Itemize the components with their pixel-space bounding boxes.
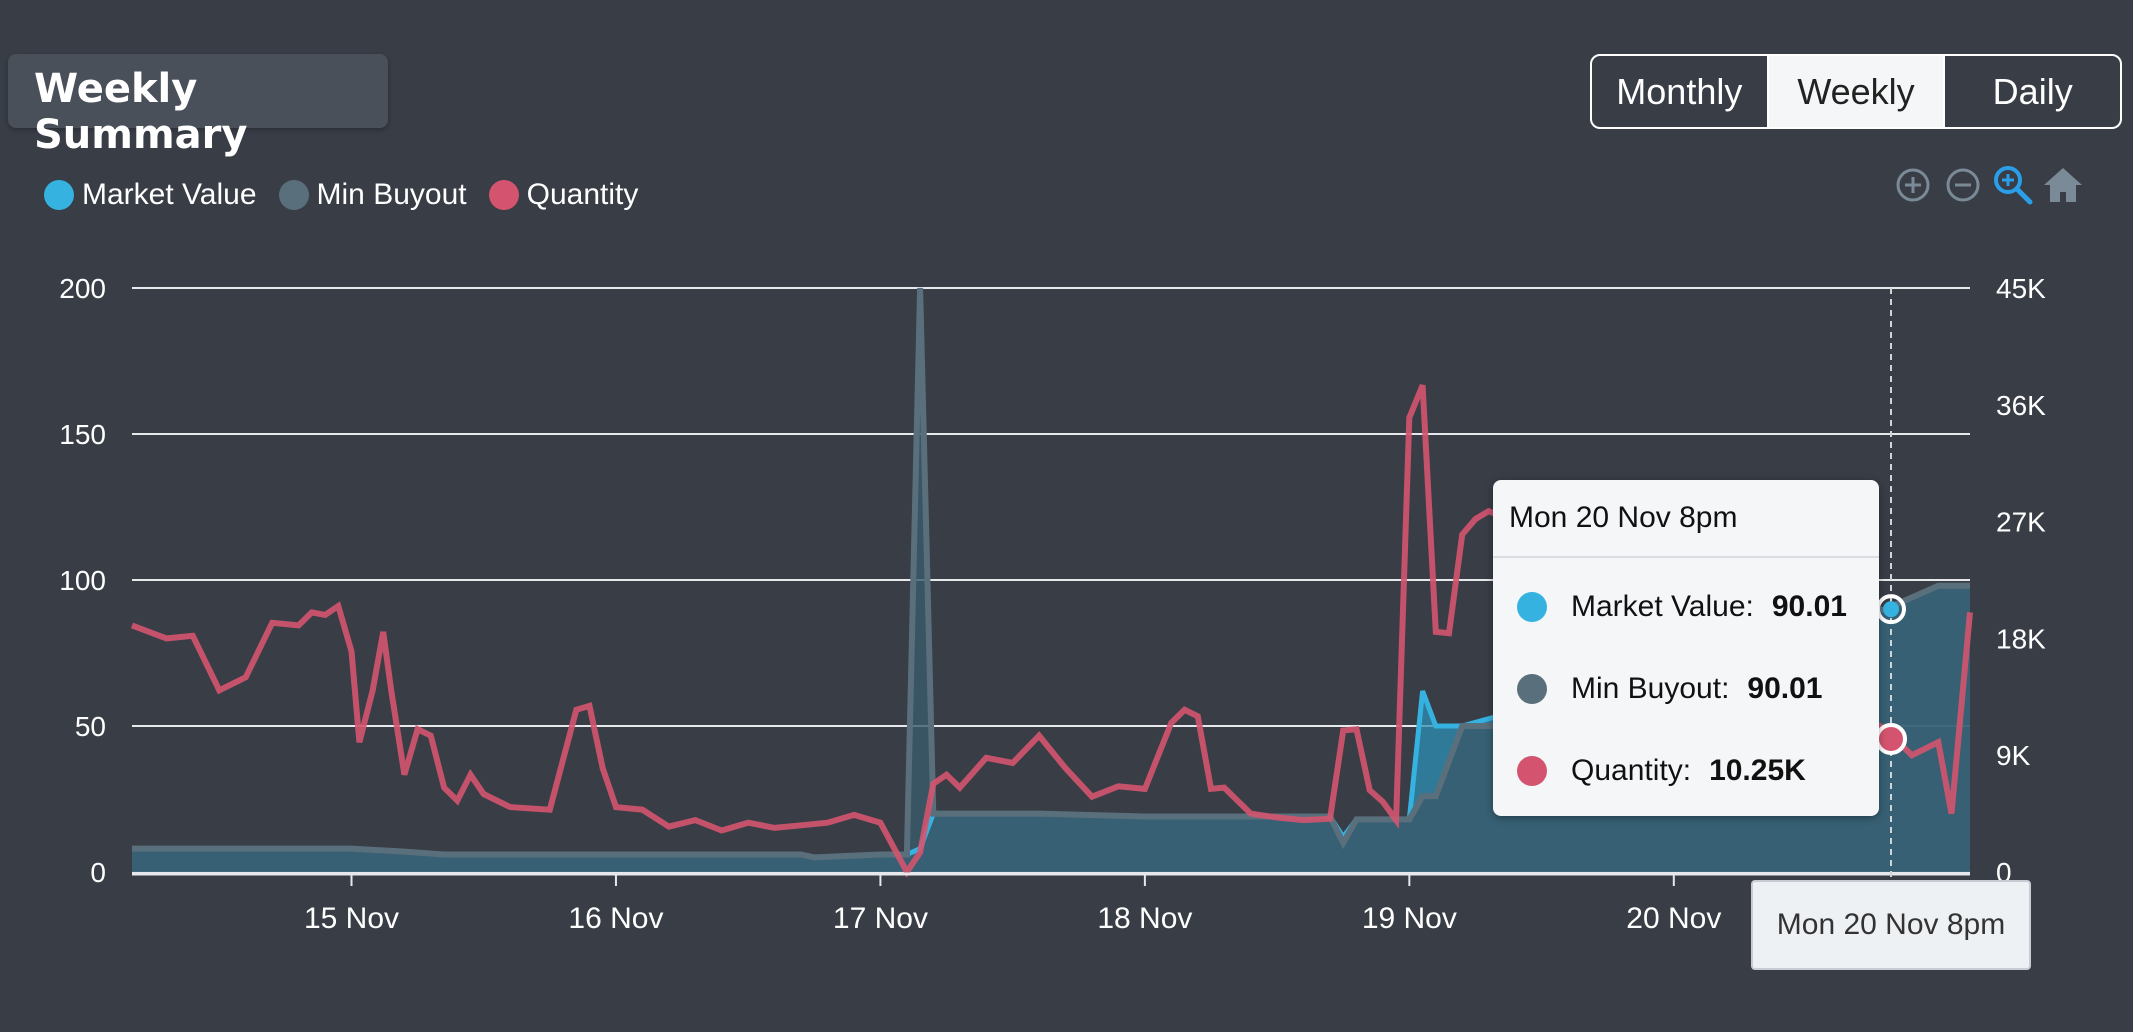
zoom-toolbar <box>1888 162 2088 208</box>
series-quantity-line <box>130 384 1973 878</box>
tooltip-row-quantity: Quantity: 10.25K <box>1493 730 1879 812</box>
legend-label-min-buyout: Min Buyout <box>316 178 467 211</box>
x-tick-label: 20 Nov <box>1626 902 1721 935</box>
tooltip-title: Mon 20 Nov 8pm <box>1493 480 1879 558</box>
tooltip: Mon 20 Nov 8pm Market Value: 90.01 Min B… <box>1493 480 1879 816</box>
summary-title-box: Weekly Summary <box>8 54 388 158</box>
y-right-tick-label: 27K <box>1996 507 2046 538</box>
period-monthly-button[interactable]: Monthly <box>1592 56 1769 127</box>
y-right-tick-label: 36K <box>1996 390 2046 421</box>
tooltip-dot-min-buyout <box>1517 674 1547 704</box>
tooltip-row-market-value: Market Value: 90.01 <box>1493 566 1879 648</box>
x-tick-label: 16 Nov <box>568 902 663 935</box>
legend-item-quantity[interactable]: Quantity <box>488 178 639 212</box>
zoom-out-icon[interactable] <box>1938 162 1988 208</box>
x-tick-label: 17 Nov <box>833 902 928 935</box>
y-left-tick-label: 200 <box>59 273 106 304</box>
y-right-tick-label: 18K <box>1996 623 2046 654</box>
legend-label-market-value: Market Value <box>82 178 257 211</box>
y-left-tick-label: 100 <box>59 565 106 596</box>
y-left-tick-label: 150 <box>59 419 106 450</box>
period-weekly-button[interactable]: Weekly <box>1768 56 1946 127</box>
zoom-in-icon[interactable] <box>1888 162 1938 208</box>
tooltip-dot-market-value <box>1517 592 1547 622</box>
tooltip-name: Market Value: <box>1571 590 1754 623</box>
legend-label-quantity: Quantity <box>526 178 639 211</box>
y-right-tick-label: 9K <box>1996 740 2031 771</box>
highlight-point-market-value <box>1883 601 1899 618</box>
highlight-point-quantity <box>1875 722 1907 755</box>
period-daily-button[interactable]: Daily <box>1992 70 2073 112</box>
tooltip-name: Min Buyout: <box>1571 672 1730 705</box>
legend-item-min-buyout[interactable]: Min Buyout <box>278 178 467 212</box>
legend-dot-min-buyout <box>278 180 309 210</box>
crosshair-x-label: Mon 20 Nov 8pm <box>1751 880 2031 970</box>
page-title: Weekly Summary <box>34 66 248 158</box>
x-tick-label: 19 Nov <box>1362 902 1457 935</box>
tooltip-dot-quantity <box>1517 756 1547 786</box>
y-right-tick-label: 45K <box>1996 273 2046 304</box>
legend-dot-market-value <box>44 180 74 210</box>
zoom-select-icon[interactable] <box>1988 162 2038 208</box>
x-tick-label: 15 Nov <box>304 902 399 935</box>
legend-dot-quantity <box>488 180 519 210</box>
tooltip-value: 90.01 <box>1771 590 1847 623</box>
tooltip-value: 10.25K <box>1709 754 1806 787</box>
x-tick-label: 18 Nov <box>1097 902 1192 935</box>
chart-legend: Market Value Min Buyout Quantity <box>44 178 660 212</box>
legend-item-market-value[interactable]: Market Value <box>44 178 257 212</box>
home-icon[interactable] <box>2038 162 2088 208</box>
period-toggle: Monthly Weekly Daily <box>1590 54 2122 129</box>
y-left-tick-label: 50 <box>75 711 106 742</box>
tooltip-name: Quantity: <box>1571 754 1692 787</box>
tooltip-value: 90.01 <box>1747 672 1823 705</box>
y-left-tick-label: 0 <box>90 857 106 888</box>
tooltip-row-min-buyout: Min Buyout: 90.01 <box>1493 648 1879 730</box>
